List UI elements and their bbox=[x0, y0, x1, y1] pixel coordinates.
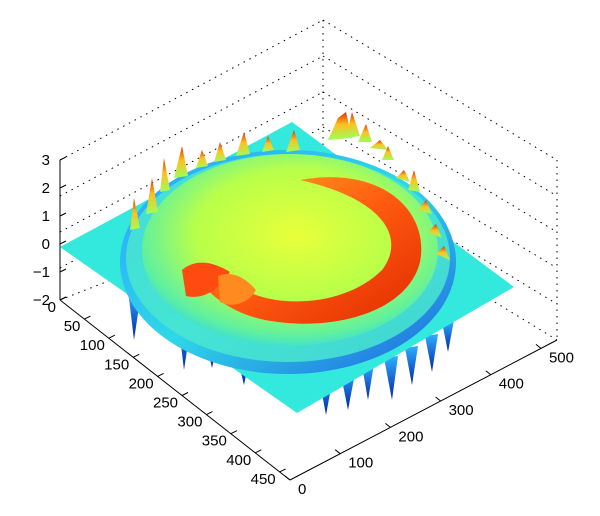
y-tick-label: 350 bbox=[202, 433, 227, 450]
y-tick-label: 450 bbox=[251, 471, 276, 488]
y-tick-label: 150 bbox=[104, 356, 129, 373]
x-tick-mark bbox=[385, 422, 391, 428]
y-tick-mark bbox=[132, 353, 140, 358]
x-tick-label: 200 bbox=[398, 428, 423, 445]
x-tick-marks bbox=[284, 344, 542, 481]
y-tick-label: 100 bbox=[80, 337, 105, 354]
z-tick-label: 3 bbox=[42, 152, 50, 169]
surface-mesh bbox=[60, 112, 514, 415]
z-tick-mark bbox=[59, 212, 67, 217]
x-tick-mark bbox=[485, 370, 492, 376]
x-tick-mark bbox=[535, 344, 542, 349]
y-tick-label: 300 bbox=[177, 414, 202, 431]
y-tick-mark bbox=[157, 372, 164, 377]
z-tick-marks bbox=[59, 156, 67, 301]
y-tick-marks bbox=[59, 296, 286, 473]
z-tick-mark bbox=[59, 240, 67, 245]
x-tick-label: 0 bbox=[298, 481, 306, 498]
x-tick-mark bbox=[435, 396, 441, 402]
y-tick-mark bbox=[181, 392, 189, 396]
y-tick-mark bbox=[255, 449, 262, 454]
z-tick-mark bbox=[59, 268, 67, 273]
y-tick-mark bbox=[59, 296, 67, 301]
x-axis-ticks: 0 100 200 300 400 500 bbox=[298, 349, 574, 498]
z-tick-mark bbox=[59, 184, 67, 189]
z-tick-label: −2 bbox=[33, 292, 50, 309]
y-tick-label: 250 bbox=[153, 395, 178, 412]
x-tick-mark bbox=[284, 475, 291, 481]
surface-crescent bbox=[200, 177, 422, 324]
y-tick-mark bbox=[84, 315, 91, 320]
surface-peaks bbox=[130, 112, 450, 260]
y-tick-label: 0 bbox=[48, 299, 56, 316]
y-tick-mark bbox=[279, 468, 286, 473]
z-tick-label: 0 bbox=[42, 236, 50, 253]
y-tick-label: 50 bbox=[64, 318, 81, 335]
z-tick-label: 2 bbox=[42, 180, 50, 197]
z-tick-label: 1 bbox=[42, 208, 50, 225]
x-tick-mark bbox=[334, 449, 341, 455]
axes bbox=[59, 160, 558, 481]
y-tick-label: 400 bbox=[226, 452, 251, 469]
y-tick-mark bbox=[108, 334, 116, 339]
x-tick-label: 100 bbox=[348, 455, 373, 472]
z-axis-ticks: 3 2 1 0 −1 −2 bbox=[33, 152, 50, 309]
x-tick-label: 300 bbox=[449, 402, 474, 419]
z-tick-label: −1 bbox=[33, 264, 50, 281]
z-tick-mark bbox=[59, 156, 67, 161]
x-tick-label: 400 bbox=[499, 376, 524, 393]
y-tick-mark bbox=[230, 430, 238, 435]
x-tick-label: 500 bbox=[549, 349, 574, 366]
y-tick-mark bbox=[206, 411, 213, 416]
y-tick-label: 200 bbox=[129, 375, 154, 392]
